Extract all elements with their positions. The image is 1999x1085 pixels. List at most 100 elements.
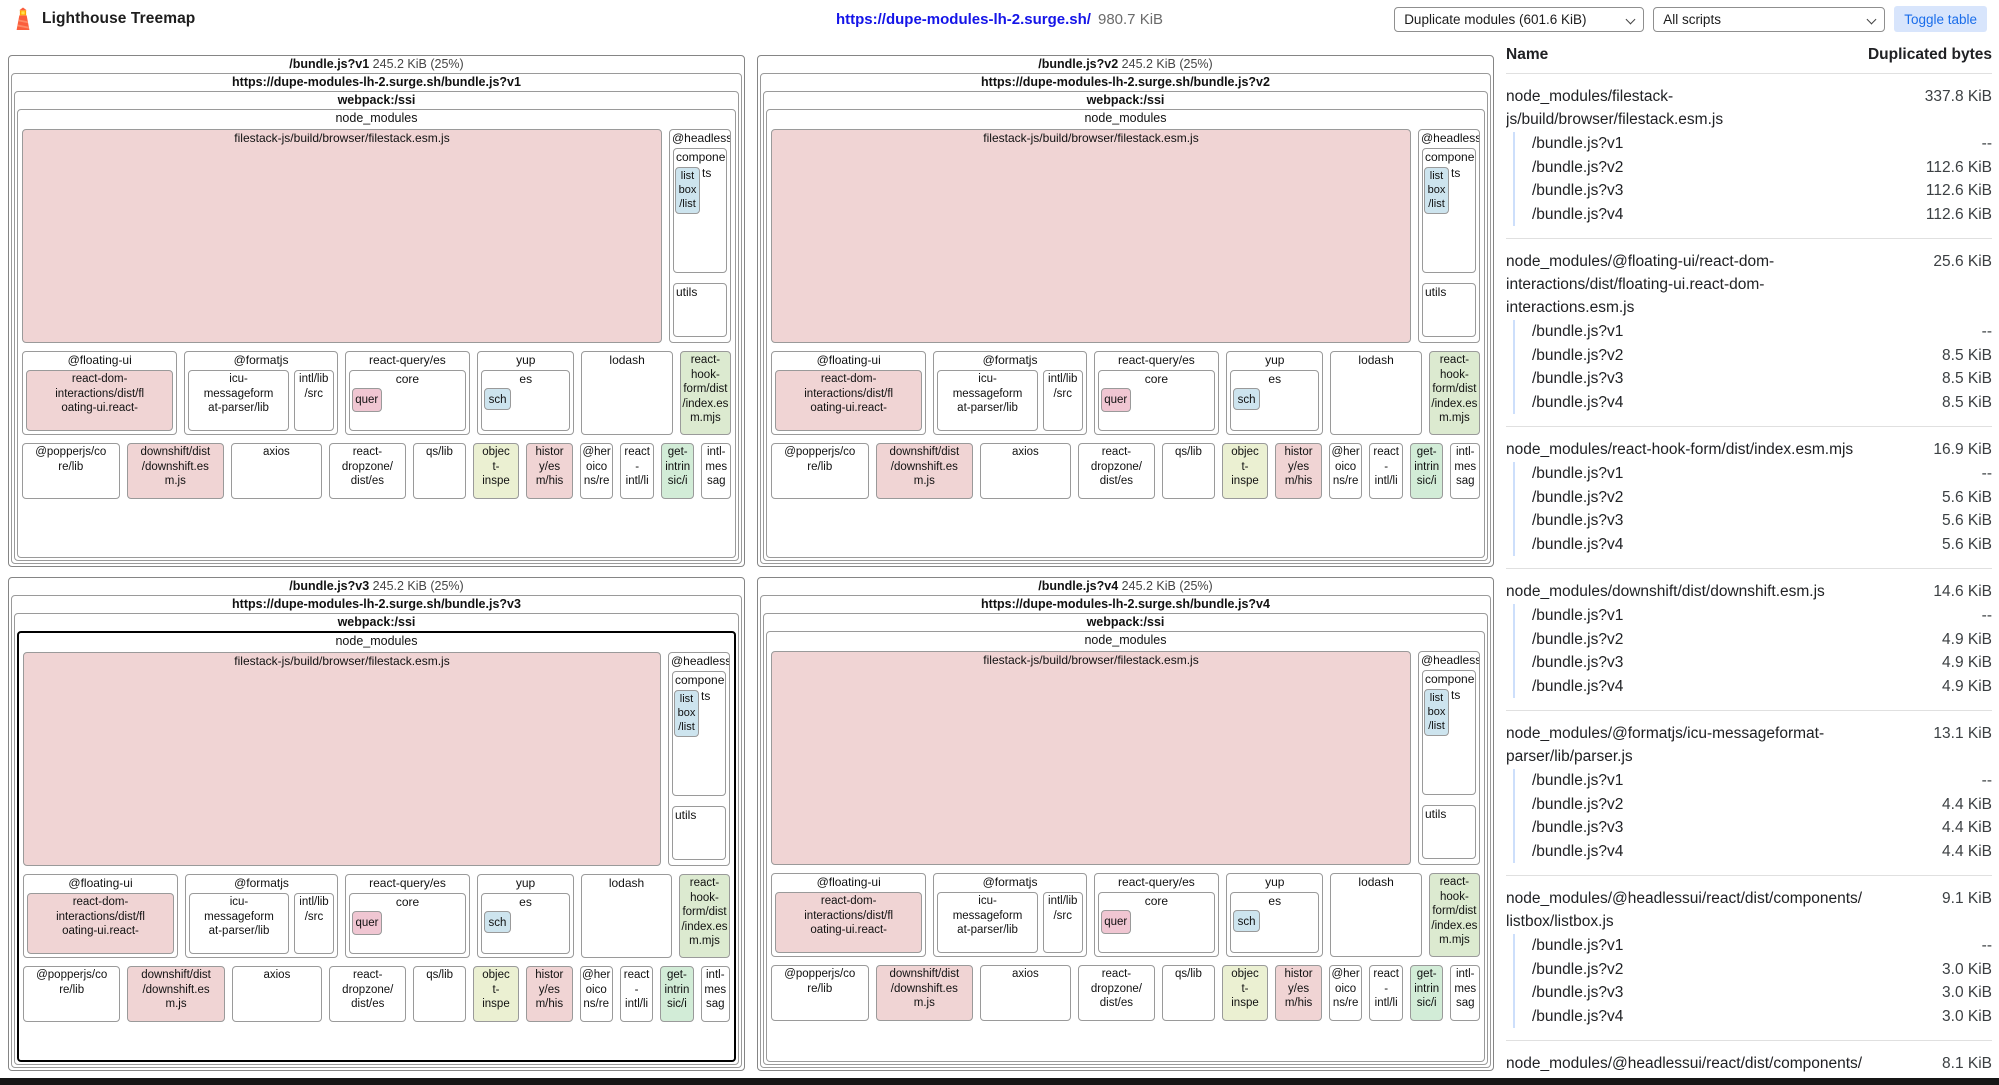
bundle-url-box[interactable]: https://dupe-modules-lh-2.surge.sh/bundl… [760, 595, 1491, 1068]
webpack-box[interactable]: webpack:/ssi node_modules filestack-js/b… [763, 91, 1488, 561]
script-select[interactable]: All scripts [1653, 6, 1886, 32]
react-query-core-box[interactable]: core quer [349, 893, 466, 954]
module-box[interactable]: react - intl/li [619, 966, 654, 1022]
components-box[interactable]: compone list box /list ts [1422, 148, 1476, 273]
module-box[interactable]: downshift/dist /downshift.es m.js [875, 965, 974, 1021]
module-box[interactable]: @her oico ns/re [579, 443, 614, 499]
module-box[interactable]: downshift/dist /downshift.es m.js [127, 966, 225, 1022]
module-box[interactable]: qs/lib [1162, 965, 1215, 1021]
module-box[interactable]: axios [980, 443, 1071, 499]
module-box[interactable]: downshift/dist /downshift.es m.js [126, 443, 225, 499]
yup-box[interactable]: yup es sch [477, 351, 575, 435]
react-hook-form-box[interactable]: react- hook- form/dist /index.es m.mjs [679, 351, 732, 435]
module-box[interactable]: histor y/es m/his [526, 966, 573, 1022]
headlessui-box[interactable]: @headless compone list box /list ts [669, 129, 731, 343]
node-modules-box[interactable]: node_modules filestack-js/build/browser/… [766, 631, 1485, 1062]
bundle-treemap-panel[interactable]: /bundle.js?v4 245.2 KiB (25%) https://du… [757, 577, 1494, 1071]
module-box[interactable]: histor y/es m/his [1275, 965, 1322, 1021]
module-box[interactable]: downshift/dist /downshift.es m.js [875, 443, 974, 499]
utils-box[interactable]: utils [1422, 283, 1476, 337]
module-box[interactable]: axios [231, 443, 322, 499]
webpack-box[interactable]: webpack:/ssi node_modules filestack-js/b… [14, 613, 739, 1065]
origin-link[interactable]: https://dupe-modules-lh-2.surge.sh/ [835, 10, 1091, 28]
react-query-box[interactable]: react-query/es core quer [344, 351, 471, 435]
utils-box[interactable]: utils [673, 283, 727, 337]
module-box[interactable]: @popperjs/co re/lib [23, 966, 121, 1022]
react-query-box[interactable]: react-query/es core quer [1093, 351, 1220, 435]
listbox-module-box[interactable]: list box /list [1424, 167, 1449, 214]
filestack-module-box[interactable]: filestack-js/build/browser/filestack.esm… [23, 652, 661, 866]
module-box[interactable]: react - intl/li [1369, 965, 1403, 1021]
listbox-module-box[interactable]: list box /list [1424, 689, 1449, 736]
module-box[interactable]: @her oico ns/re [1328, 965, 1363, 1021]
intl-lib-box[interactable]: intl/lib /src [1042, 370, 1083, 431]
components-box[interactable]: compone list box /list ts [1422, 670, 1476, 795]
module-box[interactable]: intl- mes sag [701, 443, 732, 499]
lodash-box[interactable]: lodash [581, 351, 673, 435]
intl-lib-box[interactable]: intl/lib /src [1042, 892, 1083, 953]
filestack-module-box[interactable]: filestack-js/build/browser/filestack.esm… [771, 651, 1411, 865]
module-box[interactable]: qs/lib [413, 966, 466, 1022]
bundle-url-box[interactable]: https://dupe-modules-lh-2.surge.sh/bundl… [11, 595, 742, 1068]
filestack-module-box[interactable]: filestack-js/build/browser/filestack.esm… [22, 129, 662, 343]
icu-messageformat-parser-box[interactable]: icu- messageform at-parser/lib [937, 892, 1038, 953]
webpack-box[interactable]: webpack:/ssi node_modules filestack-js/b… [763, 613, 1488, 1065]
react-query-box[interactable]: react-query/es core quer [1093, 873, 1220, 957]
floating-ui-box[interactable]: @floating-ui react-dom- interactions/dis… [771, 351, 927, 435]
module-box[interactable]: @popperjs/co re/lib [22, 443, 120, 499]
module-box[interactable]: get- intrin sic/i [1409, 965, 1444, 1021]
headlessui-box[interactable]: @headless compone list box /list ts [1418, 651, 1480, 865]
react-query-core-box[interactable]: core quer [348, 370, 467, 431]
query-module-box[interactable]: quer [351, 388, 382, 412]
utils-box[interactable]: utils [1422, 805, 1476, 859]
formatjs-box[interactable]: @formatjs icu- messageform at-parser/lib… [185, 874, 338, 958]
module-box[interactable]: @popperjs/co re/lib [771, 443, 869, 499]
node-modules-box[interactable]: node_modules filestack-js/build/browser/… [766, 109, 1485, 558]
components-box[interactable]: compone list box /list ts [672, 671, 726, 796]
yup-es-box[interactable]: es sch [481, 893, 570, 954]
module-box[interactable]: @her oico ns/re [1328, 443, 1363, 499]
yup-box[interactable]: yup es sch [477, 874, 574, 958]
yup-es-box[interactable]: es sch [1230, 892, 1320, 953]
lodash-box[interactable]: lodash [581, 874, 672, 958]
headlessui-box[interactable]: @headless compone list box /list ts [668, 652, 730, 866]
module-box[interactable]: objec t- inspe [472, 443, 520, 499]
bundle-treemap-panel[interactable]: /bundle.js?v1 245.2 KiB (25%) https://du… [8, 55, 745, 567]
module-box[interactable]: react - intl/li [1369, 443, 1403, 499]
module-box[interactable]: get- intrin sic/i [660, 966, 694, 1022]
lodash-box[interactable]: lodash [1330, 873, 1422, 957]
floating-ui-box[interactable]: @floating-ui react-dom- interactions/dis… [22, 351, 178, 435]
lodash-box[interactable]: lodash [1330, 351, 1422, 435]
floating-ui-box[interactable]: @floating-ui react-dom- interactions/dis… [771, 873, 927, 957]
utils-box[interactable]: utils [672, 806, 726, 860]
module-box[interactable]: get- intrin sic/i [660, 443, 695, 499]
module-box[interactable]: qs/lib [413, 443, 466, 499]
module-box[interactable]: react- dropzone/ dist/es [1077, 965, 1156, 1021]
listbox-module-box[interactable]: list box /list [674, 690, 699, 737]
module-box[interactable]: histor y/es m/his [1275, 443, 1322, 499]
schema-module-box[interactable]: sch [484, 388, 512, 410]
intl-lib-box[interactable]: intl/lib /src [293, 370, 334, 431]
headlessui-box[interactable]: @headless compone list box /list ts [1418, 129, 1480, 343]
module-box[interactable]: @popperjs/co re/lib [771, 965, 869, 1021]
module-box[interactable]: get- intrin sic/i [1409, 443, 1444, 499]
module-box[interactable]: axios [231, 966, 323, 1022]
module-box[interactable]: objec t- inspe [472, 966, 520, 1022]
formatjs-box[interactable]: @formatjs icu- messageform at-parser/lib… [933, 351, 1087, 435]
filestack-module-box[interactable]: filestack-js/build/browser/filestack.esm… [771, 129, 1411, 343]
intl-lib-box[interactable]: intl/lib /src [294, 893, 334, 954]
react-hook-form-box[interactable]: react- hook- form/dist /index.es m.mjs [1428, 873, 1481, 957]
module-box[interactable]: @her oico ns/re [579, 966, 613, 1022]
listbox-module-box[interactable]: list box /list [675, 167, 700, 214]
bundle-url-box[interactable]: https://dupe-modules-lh-2.surge.sh/bundl… [11, 73, 742, 564]
query-module-box[interactable]: quer [352, 911, 382, 935]
bundle-treemap-panel[interactable]: /bundle.js?v2 245.2 KiB (25%) https://du… [757, 55, 1494, 567]
yup-es-box[interactable]: es sch [1230, 370, 1320, 431]
react-dom-interactions-box[interactable]: react-dom- interactions/dist/fl oating-u… [775, 892, 923, 953]
webpack-box[interactable]: webpack:/ssi node_modules filestack-js/b… [14, 91, 739, 561]
react-dom-interactions-box[interactable]: react-dom- interactions/dist/fl oating-u… [26, 370, 174, 431]
schema-module-box[interactable]: sch [484, 911, 511, 933]
module-box[interactable]: objec t- inspe [1221, 443, 1269, 499]
formatjs-box[interactable]: @formatjs icu- messageform at-parser/lib… [184, 351, 338, 435]
module-box[interactable]: react- dropzone/ dist/es [1077, 443, 1156, 499]
